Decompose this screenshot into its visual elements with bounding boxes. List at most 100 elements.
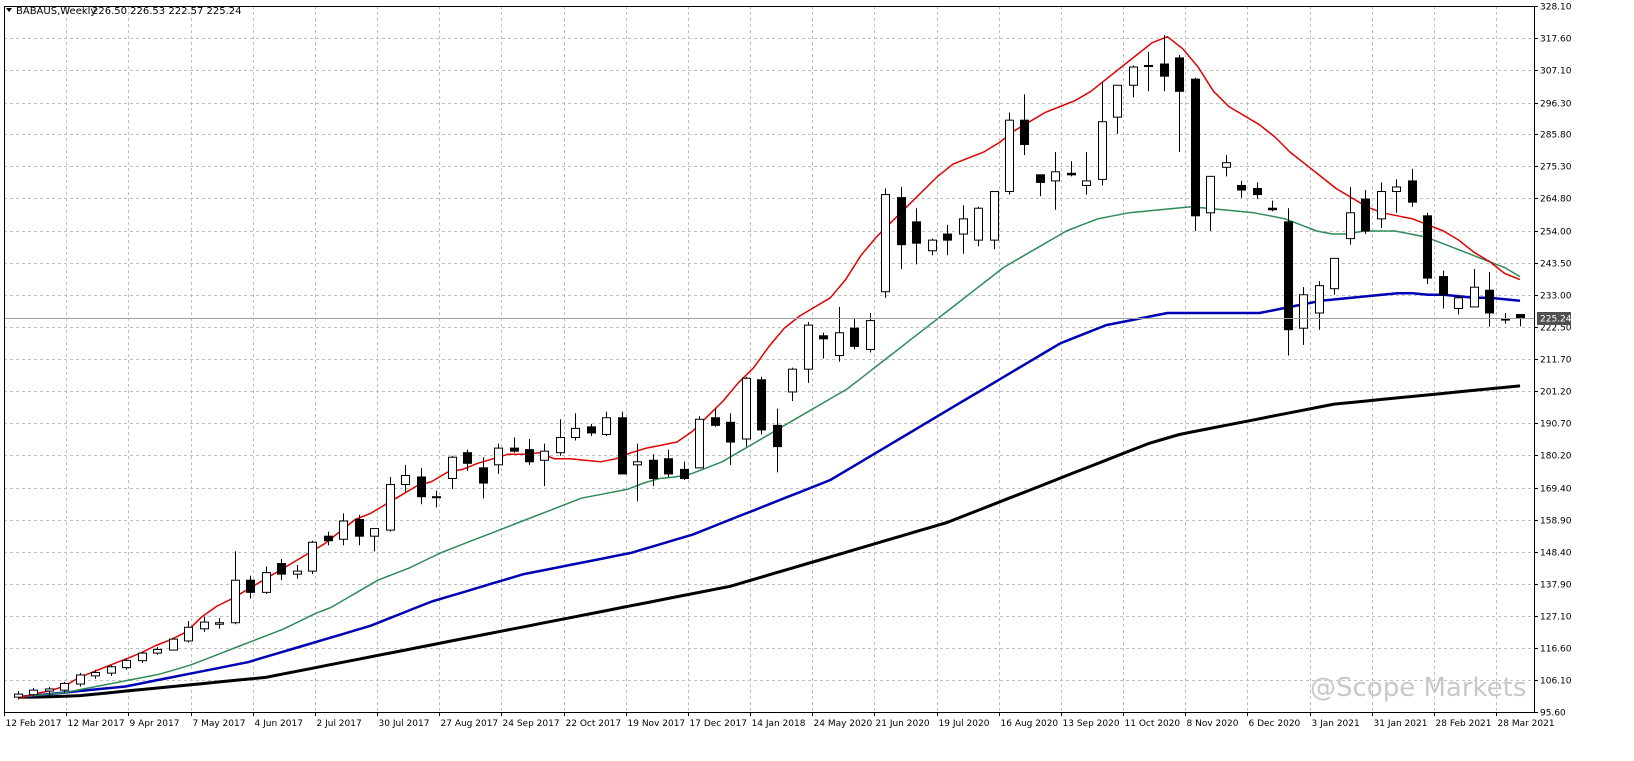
candle: [1315, 281, 1324, 330]
candle: [262, 566, 271, 594]
candle: [510, 437, 519, 453]
x-tick-label: 8 Nov 2020: [1187, 719, 1239, 729]
candle: [1284, 208, 1293, 356]
candle-body: [1253, 187, 1262, 196]
candle-body: [463, 452, 472, 464]
y-tick-label: 222.50: [1540, 324, 1572, 334]
candle-body: [153, 648, 162, 654]
candle-body: [773, 424, 782, 448]
candle: [1005, 112, 1014, 195]
candle-body: [742, 377, 751, 440]
candle: [1454, 294, 1463, 315]
candle: [928, 238, 937, 256]
candle-body: [711, 417, 720, 426]
x-tick-label: 17 Dec 2017: [690, 719, 748, 729]
candle: [649, 454, 658, 487]
x-tick-label: 24 Sep 2017: [503, 719, 560, 729]
candle-body: [1330, 257, 1339, 290]
x-tick-label: 11 Oct 2020: [1125, 719, 1181, 729]
candle: [153, 647, 162, 655]
candle: [1098, 82, 1107, 186]
candle: [324, 531, 333, 546]
time-axis: 12 Feb 2017 12 Mar 2017 9 Apr 2017 7 May 20…: [4, 712, 1555, 729]
x-tick-label: 9 Apr 2017: [130, 719, 180, 729]
candle-body: [401, 474, 410, 486]
candle-body: [602, 417, 611, 435]
candle-body: [1098, 121, 1107, 180]
candle-body: [200, 621, 209, 630]
candle: [1330, 257, 1339, 295]
candle-body: [308, 541, 317, 572]
candle: [990, 191, 999, 250]
candle-body: [215, 622, 224, 625]
candle: [912, 208, 921, 265]
candle: [1237, 180, 1246, 198]
y-tick-label: 307.10: [1540, 67, 1572, 77]
candle-body: [1439, 276, 1448, 296]
candle: [293, 565, 302, 579]
x-tick-label: 12 Feb 2017: [6, 719, 62, 729]
y-tick-label: 169.40: [1540, 485, 1572, 495]
candle-body: [169, 638, 178, 651]
candle-body: [1470, 286, 1479, 308]
candle: [246, 575, 255, 599]
candle: [1191, 77, 1200, 232]
candle: [525, 439, 534, 465]
candle-body: [1051, 171, 1060, 182]
candle-body: [1067, 172, 1076, 176]
candle-body: [1036, 174, 1045, 183]
candle: [695, 416, 704, 469]
candle: [169, 637, 178, 651]
dropdown-triangle-icon[interactable]: [6, 8, 12, 12]
candle-body: [1516, 314, 1525, 319]
candle: [463, 449, 472, 471]
candle-body: [1454, 297, 1463, 309]
price-tag-background: [1537, 312, 1571, 325]
x-tick-label: 16 Aug 2020: [1001, 719, 1059, 729]
y-tick-label: 201.20: [1540, 388, 1572, 398]
candle-body: [726, 421, 735, 443]
candle: [664, 449, 673, 477]
candle: [277, 558, 286, 581]
candle: [556, 419, 565, 456]
candle-body: [1082, 180, 1091, 186]
candle-body: [990, 191, 999, 241]
candle-body: [664, 458, 673, 475]
candle-body: [912, 221, 921, 244]
candle-body: [494, 447, 503, 466]
candle: [1222, 155, 1231, 177]
candle-body: [1144, 65, 1153, 68]
x-tick-label: 22 Oct 2017: [566, 719, 622, 729]
candle-body: [1315, 285, 1324, 314]
price-tag-value: 225.24: [1540, 315, 1572, 325]
candle-body: [60, 682, 69, 691]
x-tick-label: 31 Jan 2021: [1374, 719, 1428, 729]
candle-body: [1005, 119, 1014, 193]
candle: [339, 513, 348, 546]
candle: [711, 408, 720, 427]
candle-body: [1237, 184, 1246, 191]
y-tick-label: 211.70: [1540, 356, 1572, 366]
candle: [1129, 65, 1138, 98]
y-tick-label: 285.80: [1540, 131, 1572, 141]
candle: [1346, 186, 1355, 245]
watermark: @Scope Markets: [1310, 673, 1526, 703]
candle-body: [943, 233, 952, 241]
candle-body: [386, 484, 395, 531]
chart-frame: [4, 6, 1535, 713]
candle: [14, 691, 23, 700]
candle-body: [633, 461, 642, 466]
x-tick-label: 30 Jul 2017: [379, 719, 430, 729]
candle: [401, 464, 410, 493]
candle: [959, 205, 968, 254]
y-tick-label: 243.50: [1540, 260, 1572, 270]
candle-body: [432, 496, 441, 499]
candle: [897, 186, 906, 269]
candle: [494, 443, 503, 474]
candle-body: [571, 427, 580, 438]
ma-black-line: [18, 384, 1521, 699]
candle-body: [479, 467, 488, 484]
candle-body: [974, 207, 983, 241]
